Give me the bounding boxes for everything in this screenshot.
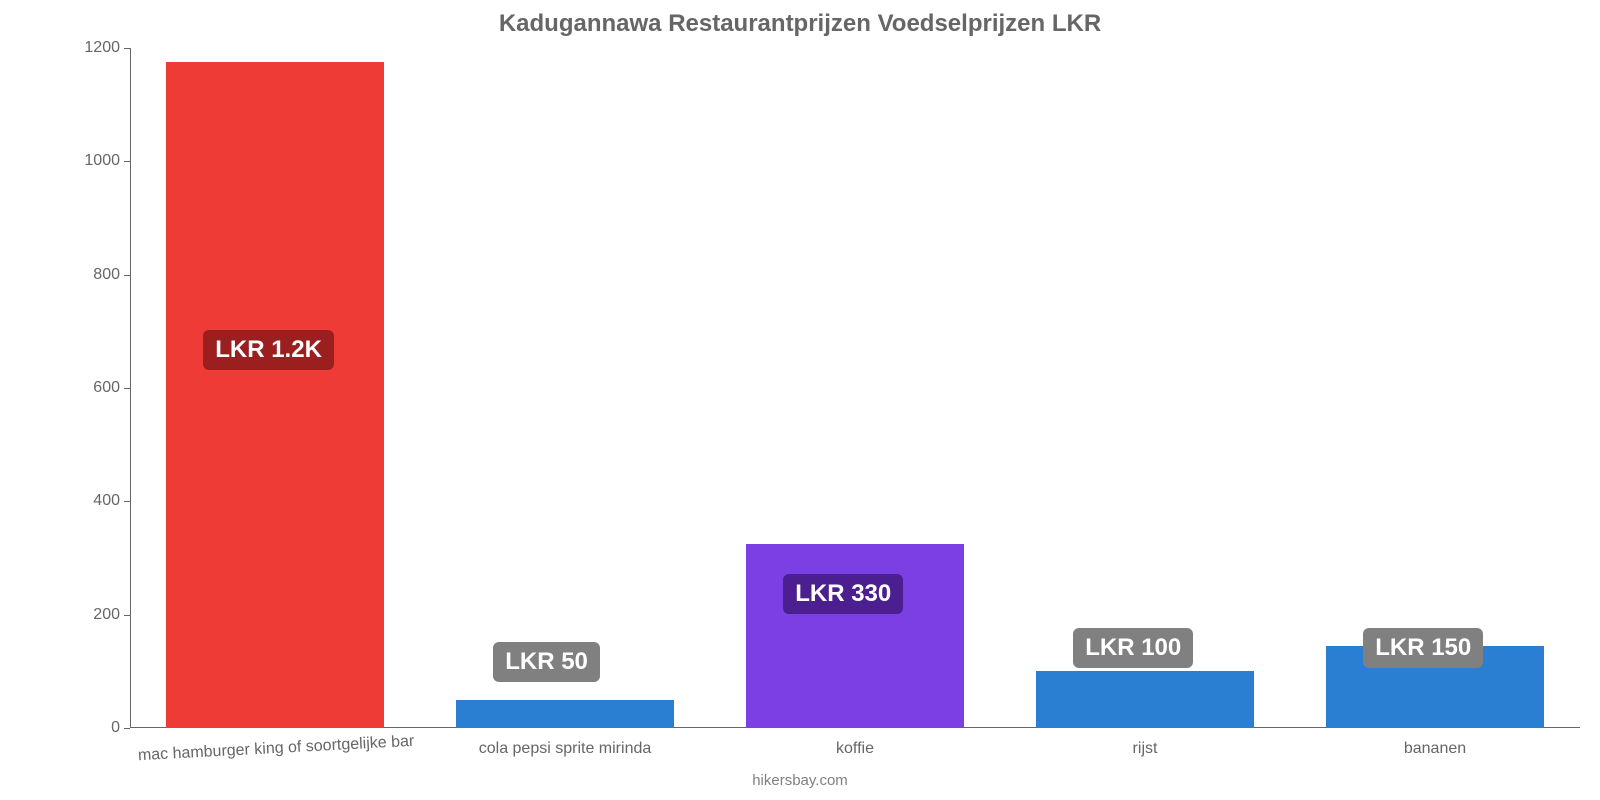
value-badge: LKR 150 <box>1363 628 1483 668</box>
chart-container: Kadugannawa Restaurantprijzen Voedselpri… <box>0 0 1600 800</box>
x-category-label: koffie <box>836 728 874 758</box>
bar <box>456 700 674 728</box>
value-badge: LKR 1.2K <box>203 330 334 370</box>
bar <box>1036 671 1254 728</box>
chart-title: Kadugannawa Restaurantprijzen Voedselpri… <box>0 0 1600 38</box>
value-badge: LKR 50 <box>493 642 600 682</box>
bar <box>746 544 964 728</box>
x-category-label: cola pepsi sprite mirinda <box>479 728 652 758</box>
x-category-label: rijst <box>1133 728 1158 758</box>
y-tick-mark <box>124 728 130 729</box>
x-category-label: bananen <box>1404 728 1466 758</box>
y-tick-mark <box>124 275 130 276</box>
attribution-text: hikersbay.com <box>752 772 848 789</box>
y-tick-mark <box>124 615 130 616</box>
y-tick-mark <box>124 388 130 389</box>
bar <box>166 62 384 728</box>
y-tick-mark <box>124 161 130 162</box>
y-tick-mark <box>124 501 130 502</box>
y-tick-mark <box>124 48 130 49</box>
value-badge: LKR 100 <box>1073 628 1193 668</box>
y-axis-line <box>130 48 131 728</box>
plot-area: 020040060080010001200mac hamburger king … <box>130 48 1580 728</box>
value-badge: LKR 330 <box>783 574 903 614</box>
